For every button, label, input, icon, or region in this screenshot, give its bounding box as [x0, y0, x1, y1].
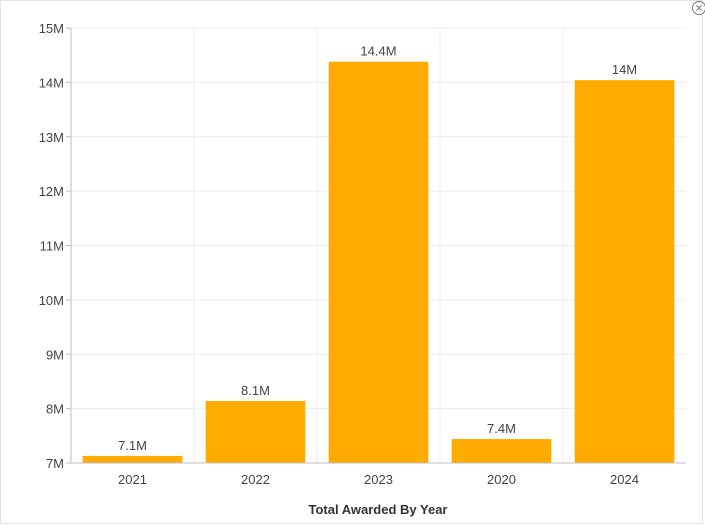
y-tick-label: 11M — [40, 239, 64, 254]
data-label: 14M — [612, 62, 637, 77]
bar — [574, 80, 675, 463]
x-tick-label: 2024 — [610, 472, 639, 487]
axes — [70, 28, 686, 464]
y-tick-label: 7M — [46, 456, 64, 471]
x-tick-label: 2020 — [487, 472, 516, 487]
data-labels: 7.1M 8.1M 14.4M 7.4M 14M — [118, 44, 637, 453]
y-tick-label: 12M — [39, 184, 64, 199]
x-tick-label: 2022 — [241, 472, 270, 487]
bars — [82, 61, 675, 464]
bar — [328, 61, 429, 464]
x-axis-tick-labels: 2021 2022 2023 2020 2024 — [118, 472, 639, 487]
bar — [82, 455, 183, 463]
y-tick-label: 13M — [39, 130, 64, 145]
y-tick-label: 8M — [46, 402, 64, 417]
x-tick-label: 2021 — [118, 472, 147, 487]
expand-icon[interactable] — [691, 0, 705, 16]
data-label: 7.4M — [487, 421, 516, 436]
y-tick-label: 15M — [39, 21, 64, 36]
x-axis-title: Total Awarded By Year — [309, 502, 448, 517]
y-tick-label: 14M — [39, 75, 64, 90]
bar — [451, 439, 552, 463]
y-tick-label: 10M — [39, 293, 64, 308]
bar — [205, 401, 306, 463]
y-axis-tick-labels: 7M 8M 9M 10M 11M 12M 13M 14M 15M — [39, 21, 64, 471]
data-label: 7.1M — [118, 438, 147, 453]
x-tick-label: 2023 — [364, 472, 393, 487]
data-label: 14.4M — [360, 44, 396, 59]
y-tick-label: 9M — [46, 347, 64, 362]
data-label: 8.1M — [241, 383, 270, 398]
